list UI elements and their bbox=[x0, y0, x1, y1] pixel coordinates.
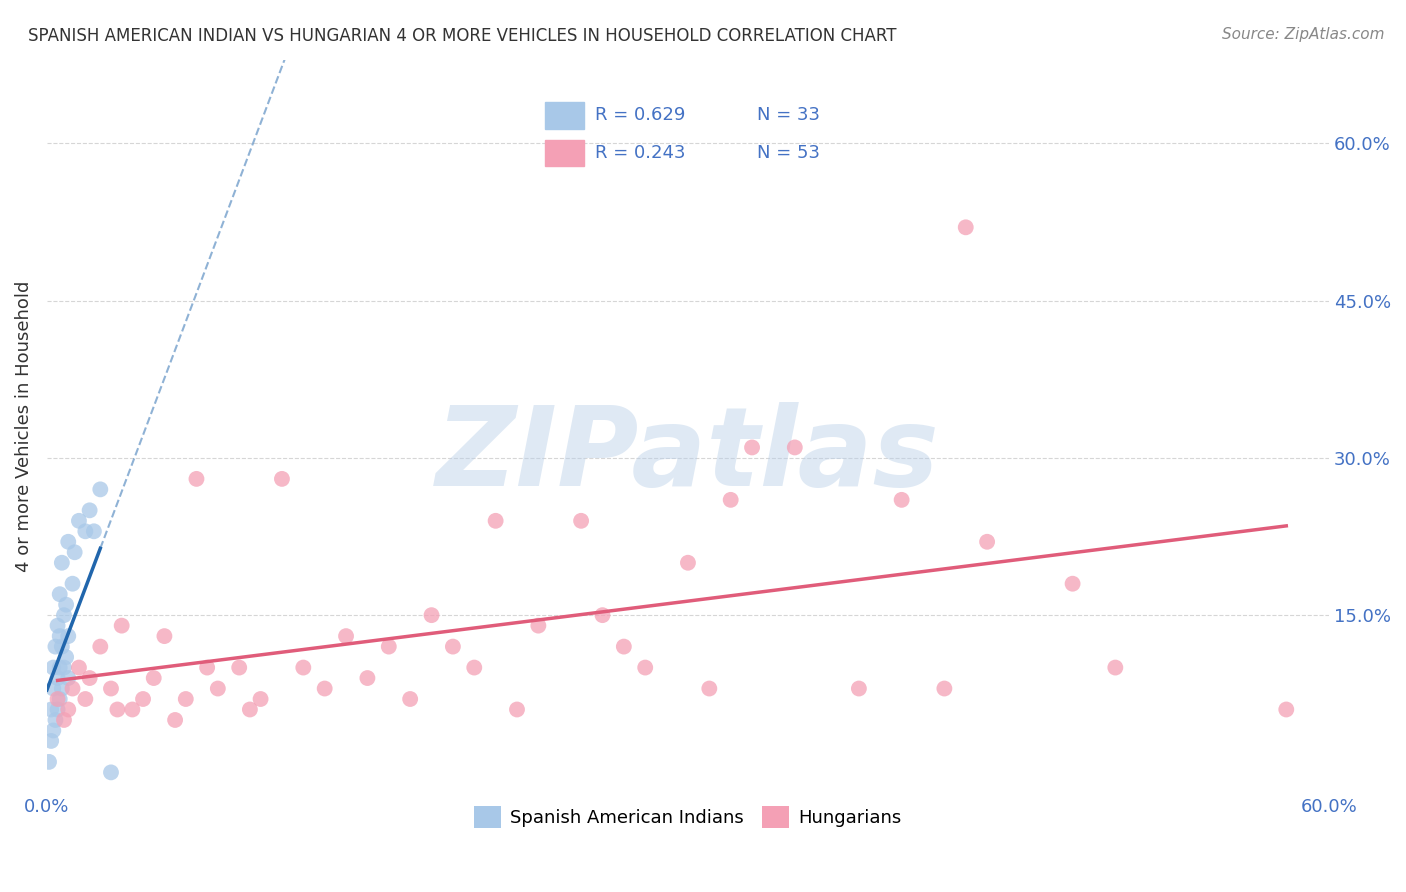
Point bbox=[314, 681, 336, 696]
Point bbox=[890, 492, 912, 507]
Point bbox=[527, 618, 550, 632]
Point bbox=[39, 734, 62, 748]
Point bbox=[1104, 660, 1126, 674]
Point bbox=[783, 441, 806, 455]
Point bbox=[46, 692, 69, 706]
Point bbox=[79, 671, 101, 685]
Point bbox=[62, 576, 84, 591]
Point bbox=[58, 629, 80, 643]
Point bbox=[592, 608, 614, 623]
Point bbox=[976, 534, 998, 549]
Point bbox=[89, 483, 111, 497]
Y-axis label: 4 or more Vehicles in Household: 4 or more Vehicles in Household bbox=[15, 281, 32, 572]
Point bbox=[55, 650, 77, 665]
Point bbox=[39, 702, 62, 716]
Point bbox=[55, 598, 77, 612]
Point bbox=[378, 640, 401, 654]
Point bbox=[51, 556, 73, 570]
Point bbox=[569, 514, 592, 528]
Point bbox=[83, 524, 105, 539]
Point bbox=[676, 556, 699, 570]
Point bbox=[48, 660, 70, 674]
Point bbox=[239, 702, 262, 716]
Point bbox=[79, 503, 101, 517]
Point bbox=[67, 660, 90, 674]
Point bbox=[48, 587, 70, 601]
Legend: Spanish American Indians, Hungarians: Spanish American Indians, Hungarians bbox=[467, 799, 908, 836]
Point bbox=[89, 640, 111, 654]
Point bbox=[1275, 702, 1298, 716]
Point bbox=[195, 660, 218, 674]
Point bbox=[356, 671, 378, 685]
Point bbox=[44, 640, 66, 654]
Point bbox=[51, 640, 73, 654]
Point bbox=[174, 692, 197, 706]
Point bbox=[249, 692, 271, 706]
Point bbox=[46, 618, 69, 632]
Point bbox=[420, 608, 443, 623]
Point bbox=[132, 692, 155, 706]
Point bbox=[848, 681, 870, 696]
Point bbox=[44, 713, 66, 727]
Point bbox=[955, 220, 977, 235]
Point bbox=[42, 723, 65, 738]
Point bbox=[38, 755, 60, 769]
Point bbox=[697, 681, 720, 696]
Point bbox=[53, 660, 76, 674]
Point bbox=[48, 692, 70, 706]
Point bbox=[613, 640, 636, 654]
Point bbox=[463, 660, 485, 674]
Point bbox=[142, 671, 165, 685]
Point bbox=[441, 640, 464, 654]
Point bbox=[58, 671, 80, 685]
Text: SPANISH AMERICAN INDIAN VS HUNGARIAN 4 OR MORE VEHICLES IN HOUSEHOLD CORRELATION: SPANISH AMERICAN INDIAN VS HUNGARIAN 4 O… bbox=[28, 27, 897, 45]
Point bbox=[634, 660, 657, 674]
Point bbox=[46, 702, 69, 716]
Point bbox=[48, 629, 70, 643]
Point bbox=[153, 629, 176, 643]
Text: Source: ZipAtlas.com: Source: ZipAtlas.com bbox=[1222, 27, 1385, 42]
Point bbox=[62, 681, 84, 696]
Text: ZIPatlas: ZIPatlas bbox=[436, 402, 939, 509]
Point bbox=[292, 660, 315, 674]
Point bbox=[207, 681, 229, 696]
Point bbox=[75, 524, 97, 539]
Point bbox=[506, 702, 529, 716]
Point bbox=[228, 660, 250, 674]
Point bbox=[485, 514, 508, 528]
Point bbox=[335, 629, 357, 643]
Point bbox=[58, 534, 80, 549]
Point bbox=[165, 713, 187, 727]
Point bbox=[121, 702, 143, 716]
Point bbox=[51, 681, 73, 696]
Point bbox=[100, 765, 122, 780]
Point bbox=[720, 492, 742, 507]
Point bbox=[107, 702, 129, 716]
Point bbox=[58, 702, 80, 716]
Point bbox=[100, 681, 122, 696]
Point bbox=[42, 660, 65, 674]
Point bbox=[53, 608, 76, 623]
Point bbox=[186, 472, 208, 486]
Point bbox=[53, 713, 76, 727]
Point bbox=[75, 692, 97, 706]
Point bbox=[111, 618, 134, 632]
Point bbox=[67, 514, 90, 528]
Point bbox=[399, 692, 422, 706]
Point bbox=[63, 545, 86, 559]
Point bbox=[271, 472, 294, 486]
Point bbox=[934, 681, 956, 696]
Point bbox=[42, 681, 65, 696]
Point bbox=[741, 441, 763, 455]
Point bbox=[46, 671, 69, 685]
Point bbox=[1062, 576, 1084, 591]
